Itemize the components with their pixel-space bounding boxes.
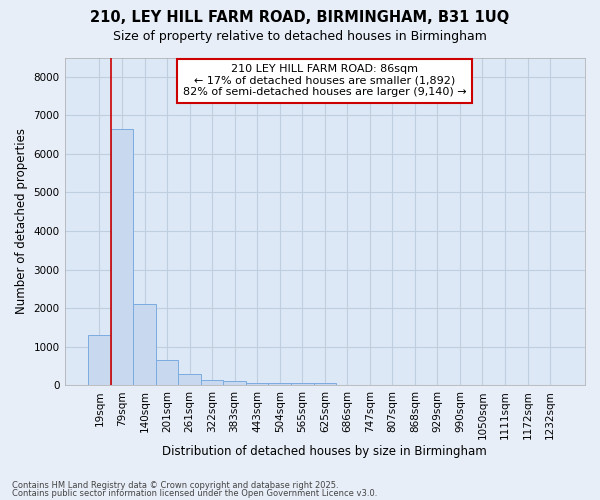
Bar <box>178 374 201 386</box>
Text: 210, LEY HILL FARM ROAD, BIRMINGHAM, B31 1UQ: 210, LEY HILL FARM ROAD, BIRMINGHAM, B31… <box>91 10 509 25</box>
X-axis label: Distribution of detached houses by size in Birmingham: Distribution of detached houses by size … <box>163 444 487 458</box>
Text: Size of property relative to detached houses in Birmingham: Size of property relative to detached ho… <box>113 30 487 43</box>
Bar <box>111 129 133 386</box>
Bar <box>268 384 291 386</box>
Text: 210 LEY HILL FARM ROAD: 86sqm
← 17% of detached houses are smaller (1,892)
82% o: 210 LEY HILL FARM ROAD: 86sqm ← 17% of d… <box>183 64 467 98</box>
Bar <box>156 360 178 386</box>
Bar <box>201 380 223 386</box>
Bar <box>291 384 314 386</box>
Text: Contains public sector information licensed under the Open Government Licence v3: Contains public sector information licen… <box>12 489 377 498</box>
Bar <box>246 384 268 386</box>
Text: Contains HM Land Registry data © Crown copyright and database right 2025.: Contains HM Land Registry data © Crown c… <box>12 480 338 490</box>
Bar <box>314 384 336 386</box>
Y-axis label: Number of detached properties: Number of detached properties <box>15 128 28 314</box>
Bar <box>223 382 246 386</box>
Bar <box>88 335 111 386</box>
Bar <box>133 304 156 386</box>
